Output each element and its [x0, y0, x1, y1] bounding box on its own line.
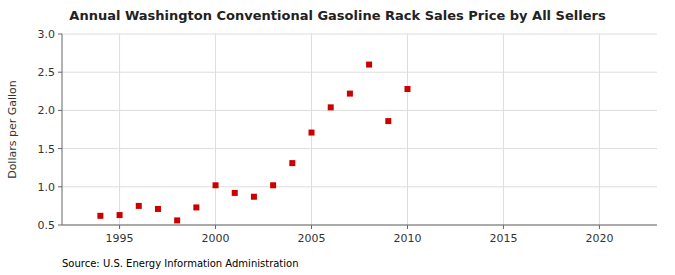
axes: 0.5 1.0 1.5 2.0 2.5 3.0 1995 2000 2005 2010 2015 20…	[38, 28, 658, 245]
y-tick	[58, 186, 62, 187]
point	[385, 118, 391, 124]
y-grid-line	[62, 34, 657, 35]
point	[97, 213, 103, 219]
x-tick-label: 2020	[585, 232, 613, 245]
point	[174, 217, 180, 223]
point	[309, 130, 315, 136]
x-tick-label: 2000	[202, 232, 230, 245]
y-tick-label: 3.0	[38, 28, 56, 41]
point	[117, 212, 123, 218]
x-grid-line	[119, 34, 120, 225]
points	[97, 62, 410, 224]
chart-container: Annual Washington Conventional Gasoline …	[0, 0, 675, 275]
x-tick	[599, 225, 600, 229]
y-tick-label: 1.5	[38, 143, 56, 156]
point	[193, 204, 199, 210]
y-axis-line	[62, 34, 63, 225]
x-tick	[503, 225, 504, 229]
y-grid-line	[62, 225, 657, 226]
y-tick-label: 2.5	[38, 66, 56, 79]
annotation: Source: U.S. Energy Information Administ…	[62, 258, 299, 269]
y-axis-label: Dollars per Gallon	[6, 80, 19, 179]
point	[251, 194, 257, 200]
x-tick-label: 2005	[298, 232, 326, 245]
y-tick	[58, 225, 62, 226]
y-tick	[58, 72, 62, 73]
x-tick-label: 1995	[106, 232, 134, 245]
x-tick-label: 2015	[489, 232, 517, 245]
y-tick-label: 2.0	[38, 104, 56, 117]
x-tick-label: 2010	[393, 232, 421, 245]
point	[366, 62, 372, 68]
point	[270, 182, 276, 188]
chart: Annual Washington Conventional Gasoline …	[0, 0, 675, 275]
y-tick	[58, 148, 62, 149]
x-grid-line	[407, 34, 408, 225]
x-grid-line	[215, 34, 216, 225]
y-tick-label: 1.0	[38, 181, 56, 194]
point	[347, 91, 353, 97]
x-grid-line	[311, 34, 312, 225]
x-tick	[119, 225, 120, 229]
point	[213, 182, 219, 188]
point	[155, 206, 161, 212]
grid	[62, 34, 657, 225]
x-axis-line	[62, 225, 657, 226]
point	[328, 104, 334, 110]
point	[232, 190, 238, 196]
title: Annual Washington Conventional Gasoline …	[69, 8, 606, 23]
x-grid-line	[599, 34, 600, 225]
x-tick	[407, 225, 408, 229]
x-grid-line	[503, 34, 504, 225]
x-tick	[215, 225, 216, 229]
x-tick	[311, 225, 312, 229]
y-grid-line	[62, 72, 657, 73]
y-tick	[58, 110, 62, 111]
point	[136, 203, 142, 209]
y-tick	[58, 34, 62, 35]
y-grid-line	[62, 110, 657, 111]
y-grid-line	[62, 148, 657, 149]
point	[289, 160, 295, 166]
y-tick-label: 0.5	[38, 219, 56, 232]
y-grid-line	[62, 186, 657, 187]
point	[404, 86, 410, 92]
